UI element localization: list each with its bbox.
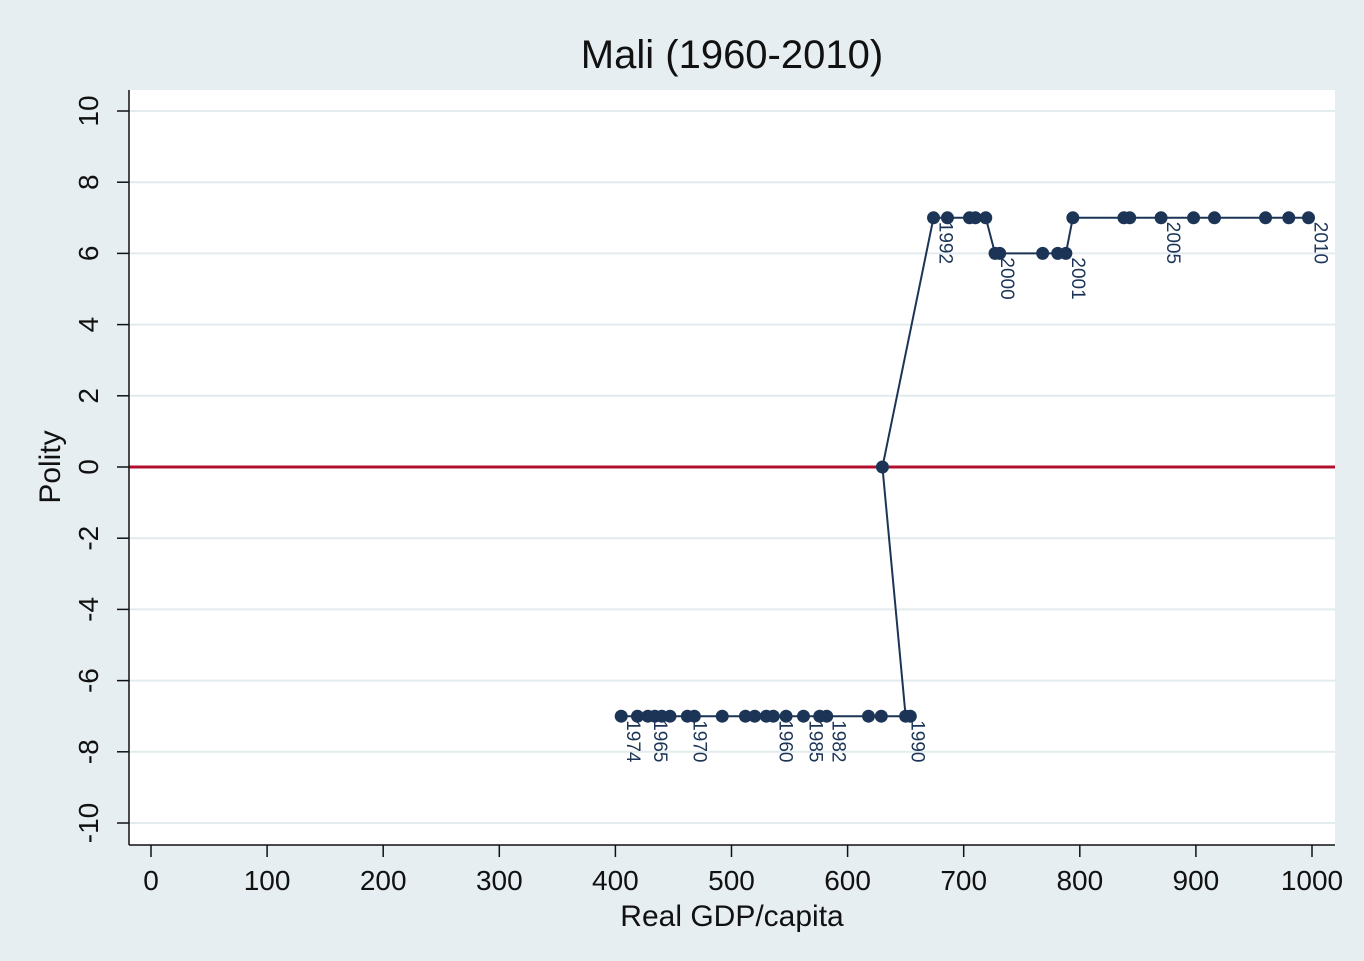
data-point <box>779 709 793 723</box>
data-point <box>748 709 762 723</box>
y-tick-label: 0 <box>73 459 104 475</box>
data-point <box>1259 211 1273 225</box>
data-point-label: 2000 <box>996 257 1017 299</box>
x-tick-label: 800 <box>1056 865 1103 896</box>
y-tick-label: -8 <box>73 739 104 764</box>
data-point <box>1187 211 1201 225</box>
data-point <box>875 460 889 474</box>
data-point-label: 1974 <box>622 720 643 763</box>
y-tick-label: 8 <box>73 174 104 190</box>
data-point <box>687 709 701 723</box>
data-point <box>820 709 834 723</box>
y-tick-label: 4 <box>73 317 104 333</box>
data-point <box>899 709 913 723</box>
x-tick-label: 100 <box>244 865 291 896</box>
x-tick-label: 300 <box>476 865 523 896</box>
data-point <box>874 709 888 723</box>
data-point-label: 1992 <box>935 222 956 264</box>
data-point <box>979 211 993 225</box>
y-tick-label: 10 <box>73 95 104 126</box>
x-tick-label: 200 <box>360 865 407 896</box>
data-point <box>796 709 810 723</box>
y-tick-label: -6 <box>73 668 104 693</box>
data-point <box>1282 211 1296 225</box>
data-point <box>1066 211 1080 225</box>
x-tick-label: 1000 <box>1281 865 1343 896</box>
data-point-label: 1990 <box>907 720 928 762</box>
data-point <box>614 709 628 723</box>
data-point <box>715 709 729 723</box>
data-point <box>1123 211 1137 225</box>
x-tick-label: 600 <box>824 865 871 896</box>
data-point <box>1207 211 1221 225</box>
y-tick-label: 6 <box>73 246 104 262</box>
data-point <box>940 211 954 225</box>
x-tick-label: 900 <box>1173 865 1220 896</box>
y-tick-label: -2 <box>73 526 104 551</box>
data-point <box>993 246 1007 260</box>
x-tick-label: 0 <box>143 865 159 896</box>
data-point-label: 1965 <box>649 720 670 762</box>
data-point-label: 2001 <box>1067 257 1088 299</box>
data-point-label: 2005 <box>1162 222 1183 264</box>
x-tick-label: 500 <box>708 865 755 896</box>
data-point-label: 2010 <box>1310 222 1331 264</box>
data-point <box>861 709 875 723</box>
x-tick-label: 400 <box>592 865 639 896</box>
data-point-label: 1985 <box>804 720 825 762</box>
data-point <box>738 709 752 723</box>
data-point <box>1302 211 1316 225</box>
x-tick-label: 700 <box>940 865 987 896</box>
chart-title: Mali (1960-2010) <box>581 33 883 77</box>
y-axis-label: Polity <box>34 430 67 503</box>
data-point <box>630 709 644 723</box>
data-point <box>766 709 780 723</box>
y-tick-label: -4 <box>73 597 104 622</box>
data-point <box>663 709 677 723</box>
data-point <box>1154 211 1168 225</box>
y-tick-label: 2 <box>73 388 104 404</box>
x-axis-label: Real GDP/capita <box>620 900 844 933</box>
data-point-label: 1960 <box>774 720 795 762</box>
data-point <box>1059 246 1073 260</box>
data-point <box>927 211 941 225</box>
data-point-label: 1982 <box>828 720 849 762</box>
data-point <box>1036 246 1050 260</box>
data-point-label: 1970 <box>688 720 709 762</box>
y-tick-label: -10 <box>73 803 104 843</box>
data-point <box>968 211 982 225</box>
